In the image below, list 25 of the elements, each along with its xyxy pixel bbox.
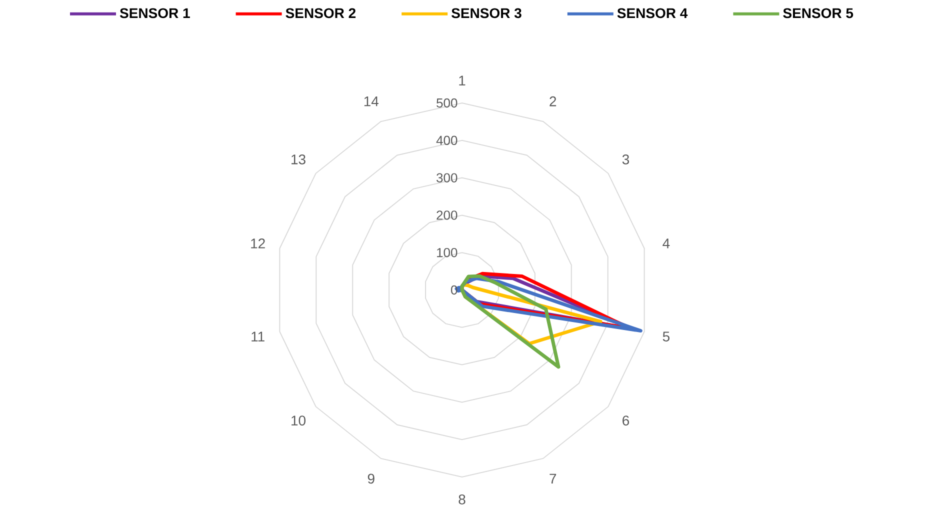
spoke-label: 11 <box>252 332 264 342</box>
y-tick-label: 400 <box>436 136 458 145</box>
spoke-label: 8 <box>458 494 466 504</box>
spoke-label: 13 <box>292 154 306 164</box>
legend-label: SENSOR 5 <box>783 8 854 18</box>
spoke-label: 4 <box>662 238 670 248</box>
spoke-label: 2 <box>550 96 556 106</box>
spoke-label: 5 <box>662 332 670 342</box>
y-tick-label: 500 <box>436 98 458 108</box>
y-tick-label: 0 <box>450 285 458 295</box>
legend-label: SENSOR 2 <box>286 8 356 18</box>
legend-label: SENSOR 3 <box>452 8 522 18</box>
spoke-label: 12 <box>251 238 265 248</box>
spoke-label: 3 <box>622 154 630 164</box>
spoke-label: 10 <box>292 416 306 426</box>
spoke-label: 14 <box>364 96 379 106</box>
legend-label: SENSOR 4 <box>617 8 688 18</box>
y-tick-label: 200 <box>436 210 458 220</box>
y-tick-label: 100 <box>437 248 458 258</box>
spoke-label: 9 <box>368 474 374 484</box>
spoke-label: 7 <box>550 474 556 484</box>
spoke-label: 6 <box>622 416 630 426</box>
legend-label: SENSOR 1 <box>120 8 190 18</box>
y-tick-label: 300 <box>436 173 458 182</box>
spoke-label: 1 <box>459 76 466 86</box>
